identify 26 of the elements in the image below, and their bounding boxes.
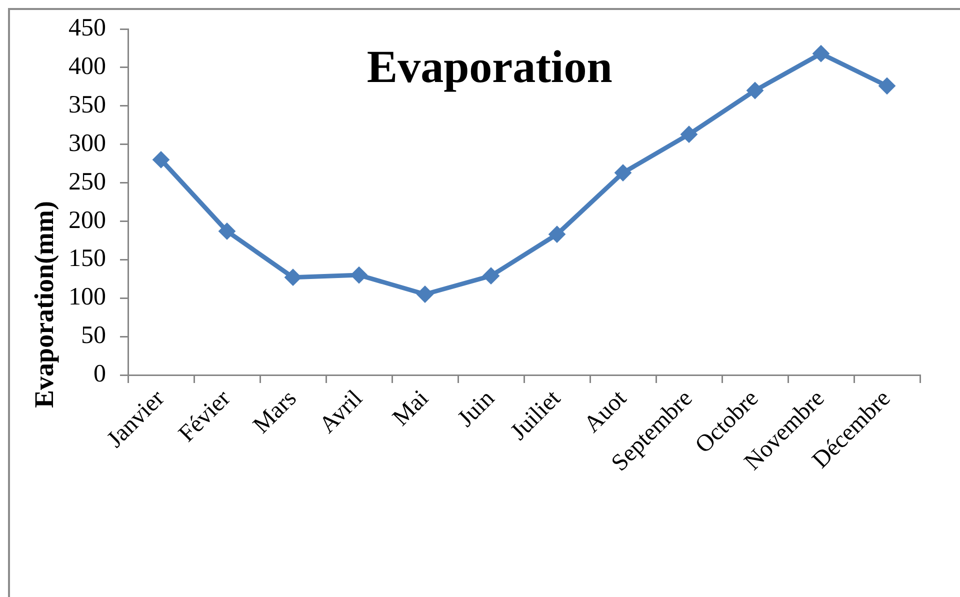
y-tick-label: 150 [68,245,106,272]
point [680,126,698,143]
y-tick-label: 450 [68,14,106,42]
y-tick-label: 350 [68,91,106,118]
point [482,267,500,284]
chart-title: Evaporation [366,41,612,92]
y-axis-title: Evaporation(mm) [28,200,59,408]
point [878,77,896,94]
y-tick-label: 50 [81,322,106,350]
y-tick-label: 100 [68,284,106,311]
point [746,82,764,100]
point [284,268,302,286]
point [218,222,236,240]
point [152,151,170,168]
y-tick-label: 250 [68,168,106,196]
point [416,286,434,303]
x-tick-label: Juin [453,385,500,432]
point [812,45,830,62]
y-tick-label: 200 [68,206,106,234]
point [614,164,632,182]
y-tick-label: 300 [68,130,106,157]
x-tick-label: Mai [388,385,434,432]
y-tick-label: 400 [68,53,106,80]
point [548,226,566,243]
y-tick-label: 0 [94,360,106,388]
point [350,266,368,284]
